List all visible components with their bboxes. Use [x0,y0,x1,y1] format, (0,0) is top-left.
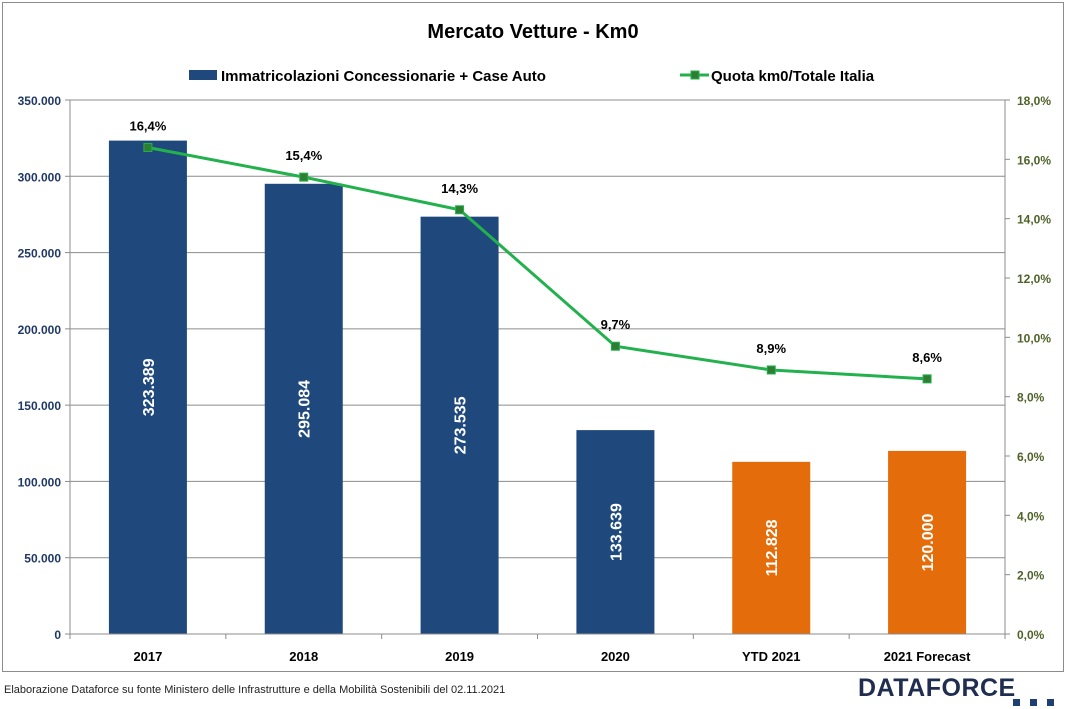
y-right-tick-label: 8,0% [1017,391,1045,405]
chart-frame: Mercato Vetture - Km0 Immatricolazioni Co… [2,2,1064,672]
line-value-label: 15,4% [285,148,322,163]
logo-dot [1047,699,1054,706]
y-right-tick-label: 4,0% [1017,509,1045,523]
y-left-tick-label: 50.000 [24,552,61,566]
legend-label-line: Quota km0/Totale Italia [711,68,875,85]
y-right-tick-label: 10,0% [1017,331,1051,345]
logo-dot [1013,699,1020,706]
chart-title: Mercato Vetture - Km0 [427,21,638,43]
dataforce-logo: DATAFORCE [858,674,1063,708]
line-value-label: 9,7% [601,317,631,332]
bar-value-label: 323.389 [141,358,158,416]
source-note: Elaborazione Dataforce su fonte Minister… [4,684,506,696]
bar-value-label: 295.084 [297,380,314,438]
y-right-tick-label: 12,0% [1017,272,1051,286]
bar [108,140,187,635]
y-left-tick-label: 100.000 [18,475,62,489]
y-left-tick-label: 300.000 [18,170,62,184]
bar-value-label: 112.828 [764,519,781,576]
x-tick-label: 2019 [445,649,474,664]
line-point [143,142,153,152]
bar-value-label: 273.535 [453,396,470,454]
y-right-tick-label: 6,0% [1017,450,1045,464]
chart-svg: Mercato Vetture - Km0 Immatricolazioni Co… [18,21,1052,664]
bar [420,216,499,634]
legend-marker-line [690,70,700,80]
bar [576,430,655,634]
line-value-label: 14,3% [441,181,478,196]
x-tick-label: 2018 [289,649,318,664]
bar [732,461,811,634]
y-left-tick-label: 150.000 [18,399,62,413]
y-right-tick-label: 0,0% [1017,628,1045,642]
line-point [455,205,465,215]
y-left-tick-label: 0 [54,628,61,642]
x-tick-label: 2021 Forecast [884,649,971,664]
bar-value-label: 133.639 [608,503,625,561]
line-value-label: 16,4% [129,118,166,133]
bar [264,183,343,634]
logo-dot [1030,699,1037,706]
x-tick-label: YTD 2021 [742,649,801,664]
bar [888,450,967,634]
line-value-label: 8,6% [912,350,942,365]
x-tick-label: 2020 [601,649,630,664]
y-left-tick-label: 350.000 [18,94,62,108]
line-point [299,172,309,182]
line-point [922,374,932,384]
share-line [147,145,928,381]
y-left-tick-label: 250.000 [18,247,62,261]
y-right-tick-label: 2,0% [1017,569,1045,583]
y-right-tick-label: 18,0% [1017,94,1051,108]
x-tick-label: 2017 [133,649,162,664]
line-point [766,365,776,375]
logo-text: DATAFORCE [858,674,1016,702]
legend-label-bars: Immatricolazioni Concessionarie + Case A… [221,68,546,85]
legend-swatch-bars [189,70,217,80]
line-point [610,341,620,351]
y-right-tick-label: 14,0% [1017,213,1051,227]
bar-value-label: 120.000 [920,513,937,571]
line-value-label: 8,9% [756,341,786,356]
y-right-tick-label: 16,0% [1017,153,1051,167]
y-left-tick-label: 200.000 [18,323,62,337]
